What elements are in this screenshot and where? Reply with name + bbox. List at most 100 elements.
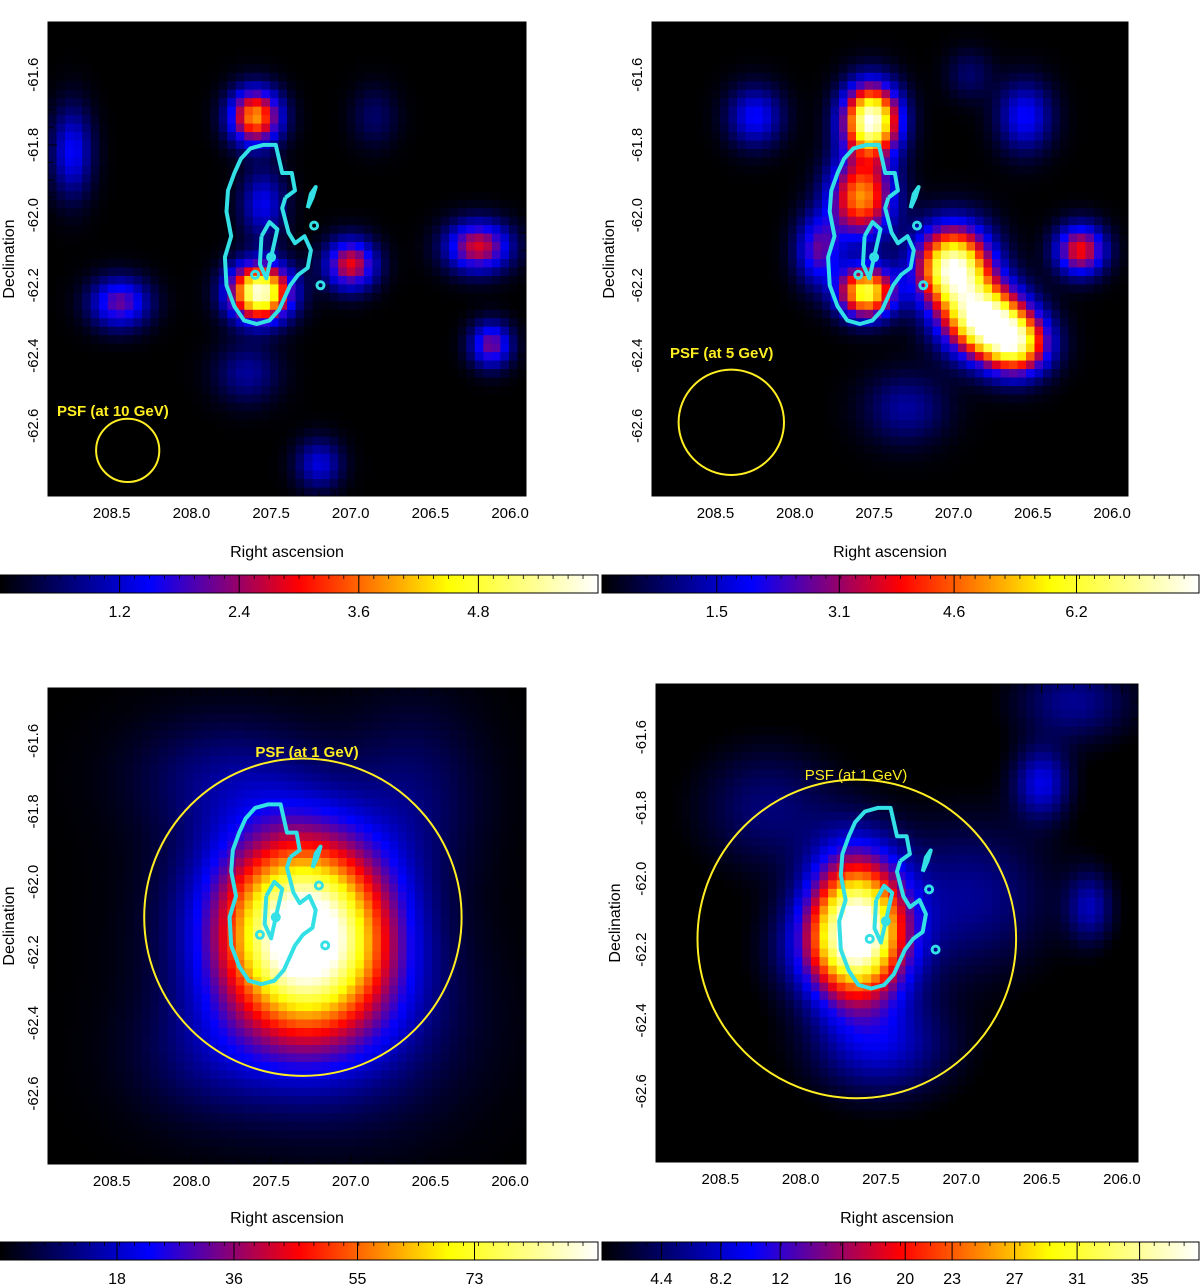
heatmap-cell <box>252 225 262 235</box>
heatmap-cell <box>1060 64 1070 74</box>
heatmap-cell <box>415 89 425 99</box>
heatmap-cell <box>48 267 58 277</box>
heatmap-cell <box>703 30 713 40</box>
heatmap-cell <box>737 115 747 125</box>
heatmap-cell <box>389 453 399 463</box>
heatmap-cell <box>244 250 254 260</box>
heatmap-cell <box>193 318 203 328</box>
heatmap-cell <box>517 267 526 277</box>
heatmap-cell <box>1034 157 1044 167</box>
heatmap-cell <box>686 165 696 175</box>
heatmap-cell <box>720 38 730 48</box>
heatmap-cell <box>677 72 687 82</box>
heatmap-cell <box>261 445 271 455</box>
heatmap-cell <box>167 419 177 429</box>
heatmap-cell <box>227 216 237 226</box>
heatmap-cell <box>423 436 433 446</box>
heatmap-cell <box>1094 140 1104 150</box>
heatmap-cell <box>56 72 66 82</box>
heatmap-cell <box>73 377 83 387</box>
heatmap-cell <box>983 132 993 142</box>
heatmap-cell <box>278 343 288 353</box>
heatmap-cell <box>1009 250 1019 260</box>
heatmap-cell <box>907 38 917 48</box>
heatmap-cell <box>176 445 186 455</box>
heatmap-cell <box>176 123 186 133</box>
heatmap-cell <box>329 72 339 82</box>
heatmap-cell <box>1111 216 1121 226</box>
heatmap-cell <box>898 182 908 192</box>
heatmap-cell <box>252 208 262 218</box>
heatmap-cell <box>107 55 117 65</box>
x-tick-label: 208.5 <box>93 505 131 522</box>
heatmap-cell <box>466 64 476 74</box>
heatmap-cell <box>338 326 348 336</box>
heatmap-cell <box>1068 199 1078 209</box>
heatmap-cell <box>48 428 58 438</box>
heatmap-cell <box>745 123 755 133</box>
heatmap-cell <box>278 369 288 379</box>
heatmap-cell <box>779 191 789 201</box>
heatmap-cell <box>304 64 314 74</box>
heatmap-cell <box>372 267 382 277</box>
heatmap-cell <box>686 267 696 277</box>
heatmap-cell <box>141 284 152 294</box>
heatmap-cell <box>158 292 169 302</box>
heatmap-cell <box>1102 64 1112 74</box>
heatmap-cell <box>975 81 985 91</box>
heatmap-cell <box>1000 157 1010 167</box>
heatmap-cell <box>873 72 883 82</box>
heatmap-cell <box>754 72 764 82</box>
heatmap-cell <box>227 115 237 125</box>
heatmap-cell <box>1034 30 1044 40</box>
heatmap-cell <box>90 402 100 412</box>
heatmap-cell <box>227 352 237 362</box>
heatmap-cell <box>703 72 713 82</box>
heatmap-cell <box>56 428 66 438</box>
heatmap-cell <box>796 132 806 142</box>
heatmap-cell <box>1060 123 1070 133</box>
heatmap-cell <box>915 267 925 277</box>
heatmap-cell <box>150 479 160 489</box>
heatmap-cell <box>805 81 815 91</box>
heatmap-cell <box>287 470 297 480</box>
heatmap-cell <box>269 55 280 65</box>
heatmap-cell <box>82 436 92 446</box>
heatmap-cell <box>830 191 840 201</box>
heatmap-cell <box>813 81 823 91</box>
heatmap-cell <box>65 123 75 133</box>
heatmap-cell <box>686 22 696 32</box>
heatmap-cell <box>788 267 798 277</box>
heatmap-cell <box>295 165 305 175</box>
heatmap-cell <box>338 182 348 192</box>
heatmap-cell <box>500 318 510 328</box>
heatmap-cell <box>771 250 781 260</box>
heatmap-cell <box>890 208 900 218</box>
heatmap-cell <box>890 64 900 74</box>
heatmap-cell <box>728 233 738 243</box>
heatmap-cell <box>779 182 789 192</box>
heatmap-cell <box>941 148 951 159</box>
heatmap-cell <box>193 470 203 480</box>
heatmap-cell <box>287 419 297 429</box>
heatmap-cell <box>252 335 262 345</box>
heatmap-cell <box>932 38 942 48</box>
heatmap-cell <box>762 250 772 260</box>
heatmap-cell <box>235 233 245 243</box>
heatmap-cell <box>983 30 993 40</box>
heatmap-cell <box>227 81 237 91</box>
heatmap-cell <box>124 165 134 175</box>
heatmap-cell <box>1043 225 1053 235</box>
heatmap-cell <box>483 242 493 252</box>
heatmap-cell <box>90 191 100 201</box>
heatmap-cell <box>415 360 425 370</box>
heatmap-cell <box>193 250 203 260</box>
heatmap-cell <box>158 402 169 412</box>
heatmap-cell <box>329 22 339 32</box>
heatmap-cell <box>380 148 391 159</box>
heatmap-cell <box>99 132 109 142</box>
heatmap-cell <box>158 479 169 489</box>
heatmap-cell <box>158 335 169 345</box>
heatmap-cell <box>745 81 755 91</box>
heatmap-cell <box>73 38 83 48</box>
